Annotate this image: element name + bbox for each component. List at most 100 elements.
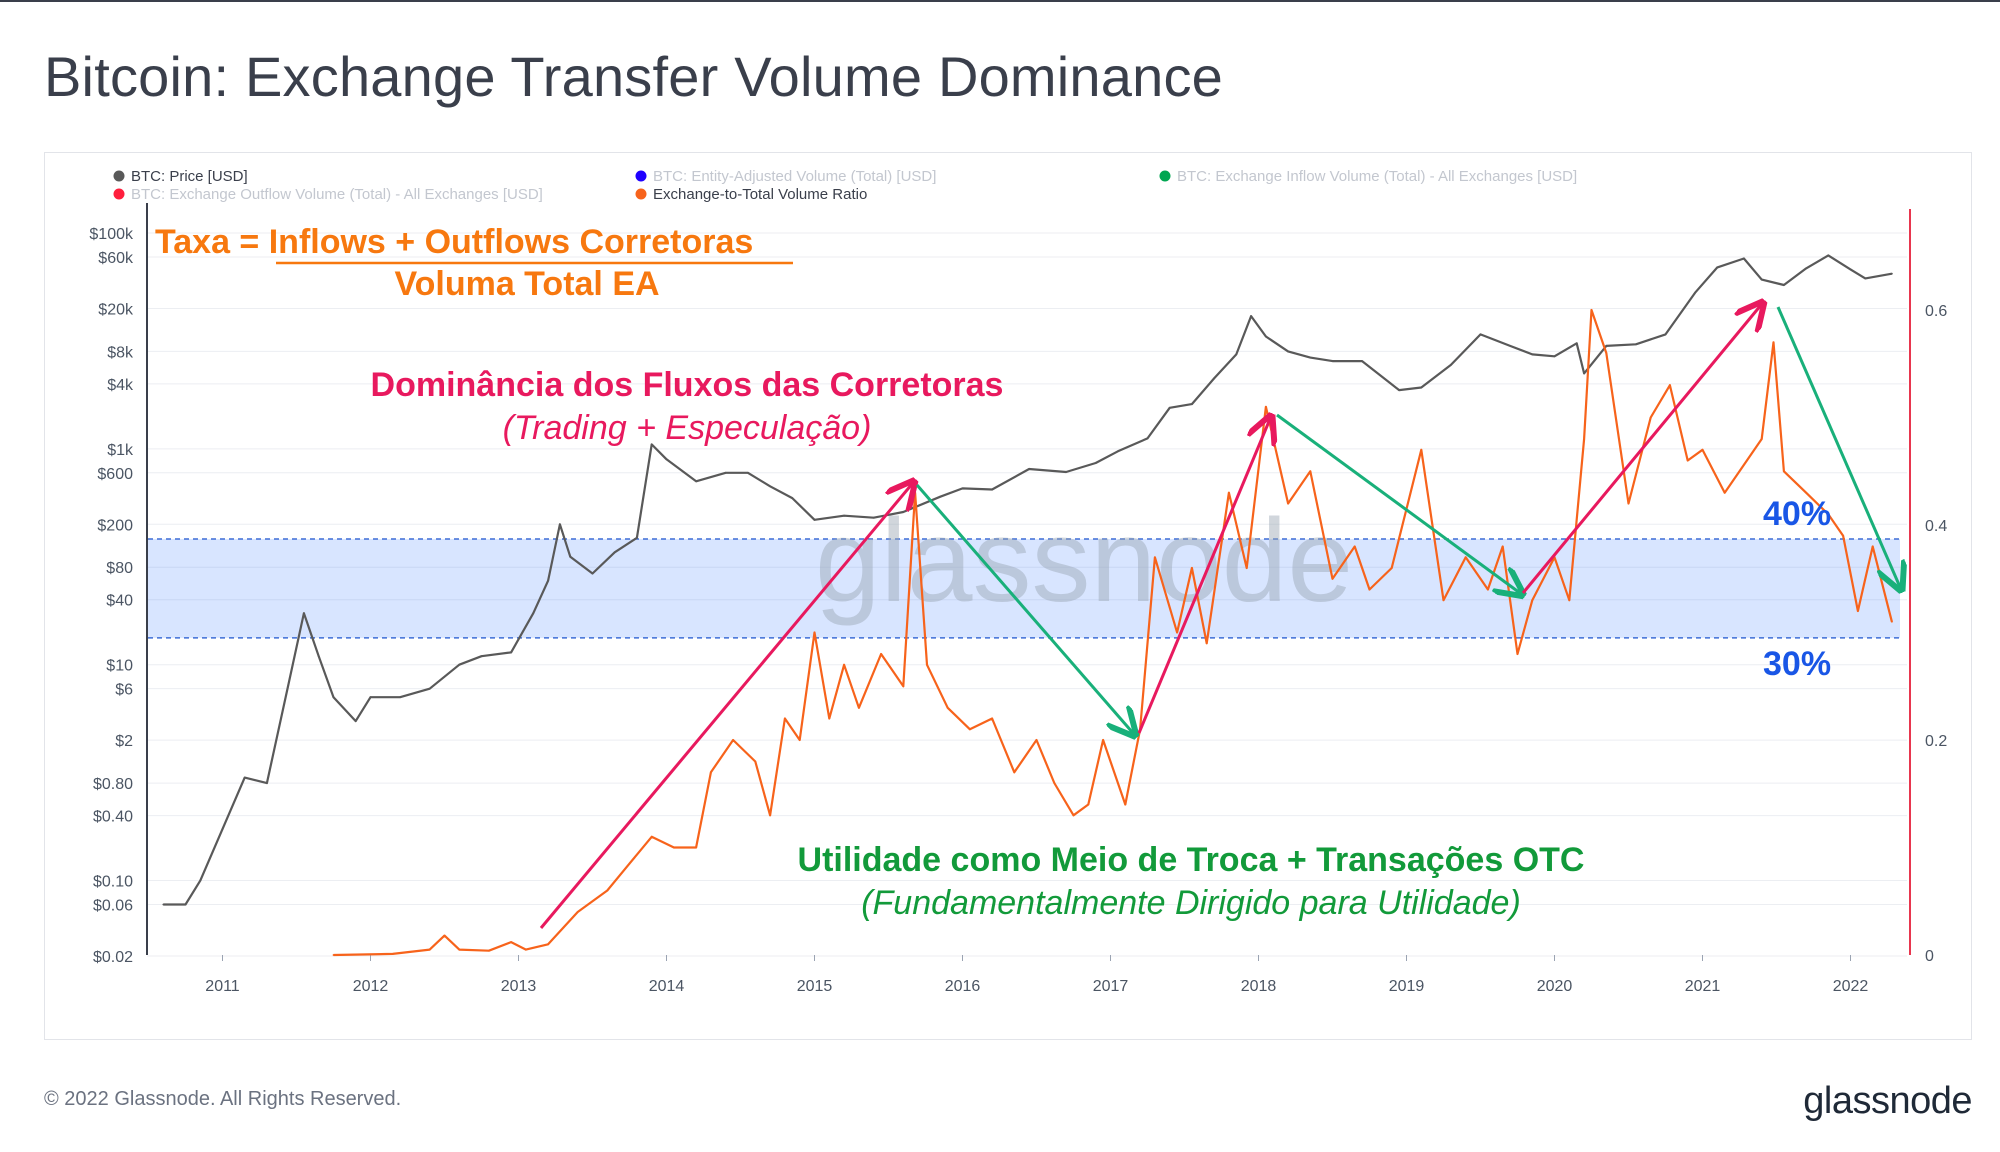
price-point: [480, 655, 483, 658]
price-point: [1827, 254, 1830, 257]
legend-item[interactable]: BTC: Exchange Outflow Volume (Total) - A…: [113, 186, 543, 203]
price-point: [1065, 471, 1067, 473]
glassnode-logo[interactable]: glassnode: [1803, 1080, 1972, 1122]
price-point: [1553, 355, 1556, 358]
ratio-point: [1442, 599, 1445, 602]
ratio-point: [1228, 491, 1230, 494]
ratio-point: [1487, 588, 1489, 591]
price-point: [1575, 342, 1578, 345]
ratio-point: [525, 948, 527, 951]
price-point: [813, 518, 816, 521]
price-point: [1635, 343, 1637, 346]
price-point: [791, 497, 794, 499]
legend-item[interactable]: BTC: Exchange Inflow Volume (Total) - Al…: [1159, 168, 1578, 185]
legend-item[interactable]: BTC: Entity-Adjusted Volume (Total) [USD…: [635, 168, 937, 185]
legend-label: BTC: Exchange Inflow Volume (Total) - Al…: [1177, 168, 1577, 185]
ratio-point: [428, 948, 431, 951]
ratio-point: [858, 706, 860, 709]
price-point: [1531, 353, 1534, 356]
price-point: [1094, 462, 1097, 464]
ratio-point: [1772, 341, 1775, 344]
formula-line: Taxa = Inflows + Outflows Corretoras: [155, 223, 753, 261]
legend-item[interactable]: Exchange-to-Total Volume Ratio: [635, 186, 868, 203]
y-left-tick-label: $80: [106, 560, 133, 577]
formula-numerator: Inflows + Outflows Corretoras: [269, 223, 754, 261]
price-point: [547, 579, 549, 582]
price-point: [902, 511, 905, 513]
ratio-point: [1805, 491, 1807, 494]
ratio-point: [1191, 567, 1193, 569]
price-point: [1265, 335, 1267, 338]
price-point: [1864, 277, 1867, 280]
price-point: [1420, 386, 1423, 389]
chart-frame: glassnode $100k $60k $20k $8k $4k $1k $600 $200…: [44, 152, 1972, 1040]
arrow-down-2: [1276, 413, 1520, 593]
x-tick-label: 2020: [1537, 978, 1573, 995]
ratio-point: [547, 943, 549, 946]
ratio-point: [1035, 739, 1038, 741]
exchange-dominance-subtitle: (Trading + Especulação): [503, 409, 872, 447]
ratio-point: [1053, 782, 1056, 784]
price-point: [1450, 364, 1452, 366]
ratio-point: [843, 663, 845, 666]
x-tick-label: 2021: [1685, 978, 1721, 995]
ratio-point: [510, 941, 512, 943]
ratio-point: [969, 728, 971, 731]
ratio-point: [769, 814, 771, 817]
price-point: [510, 651, 512, 654]
page-title: Bitcoin: Exchange Transfer Volume Domina…: [44, 45, 1223, 108]
y-right-tick-label: 0.4: [1925, 518, 1947, 535]
utility-title: Utilidade como Meio de Troca + Transaçõe…: [798, 841, 1585, 879]
arrow-down-1: [915, 484, 1133, 733]
y-left-tick-label: $0.80: [93, 776, 133, 793]
arrow-up-1: [539, 484, 912, 929]
band-lower-label: 30%: [1763, 645, 1831, 683]
price-point: [1783, 284, 1785, 286]
ratio-point: [1590, 309, 1593, 311]
legend-swatch: [113, 188, 125, 200]
ratio-point: [1176, 631, 1178, 634]
price-point: [1309, 356, 1312, 359]
ratio-point: [332, 954, 335, 956]
ratio-point: [710, 771, 712, 774]
price-point: [1716, 266, 1719, 269]
y-right-tick-label: 0: [1925, 948, 1934, 965]
y-left-tick-label: $0.02: [93, 949, 133, 966]
legend-item[interactable]: BTC: Price [USD]: [113, 168, 248, 185]
price-point: [1743, 257, 1745, 260]
watermark: glassnode: [815, 495, 1353, 627]
legend-swatch: [635, 170, 647, 182]
copyright: © 2022 Glassnode. All Rights Reserved.: [44, 1088, 402, 1110]
ratio-point: [606, 889, 609, 892]
x-tick-label: 2018: [1241, 978, 1277, 995]
price-point: [162, 903, 165, 906]
price-point: [1361, 360, 1363, 362]
legend-swatch: [1159, 170, 1171, 182]
y-left-tick-label: $100k: [89, 226, 134, 243]
y-left-tick-label: $0.06: [93, 898, 133, 915]
ratio-point: [1309, 470, 1312, 473]
price-point: [1760, 278, 1763, 281]
ratio-point: [1827, 513, 1830, 516]
ratio-point: [576, 911, 579, 913]
price-point: [1117, 450, 1119, 453]
x-tick-label: 2019: [1389, 978, 1425, 995]
ratio-point: [443, 934, 446, 937]
y-left-tick-label: $1k: [107, 442, 134, 459]
x-tick-label: 2016: [945, 978, 981, 995]
ratio-point: [1649, 416, 1652, 419]
y-left-tick-label: $6: [115, 682, 133, 699]
price-point: [266, 782, 268, 784]
y-left-tick-label: $2: [115, 733, 133, 750]
price-point: [221, 828, 224, 830]
x-tick-label: 2012: [353, 978, 389, 995]
price-point: [1250, 315, 1252, 317]
price-point: [1331, 360, 1334, 362]
y-left-tick-label: $600: [97, 466, 133, 483]
price-point: [1191, 403, 1193, 405]
price-point: [369, 696, 372, 699]
price-point: [1694, 291, 1696, 294]
price-point: [184, 903, 187, 906]
ratio-point: [1102, 739, 1104, 741]
x-tick-label: 2015: [797, 978, 833, 995]
